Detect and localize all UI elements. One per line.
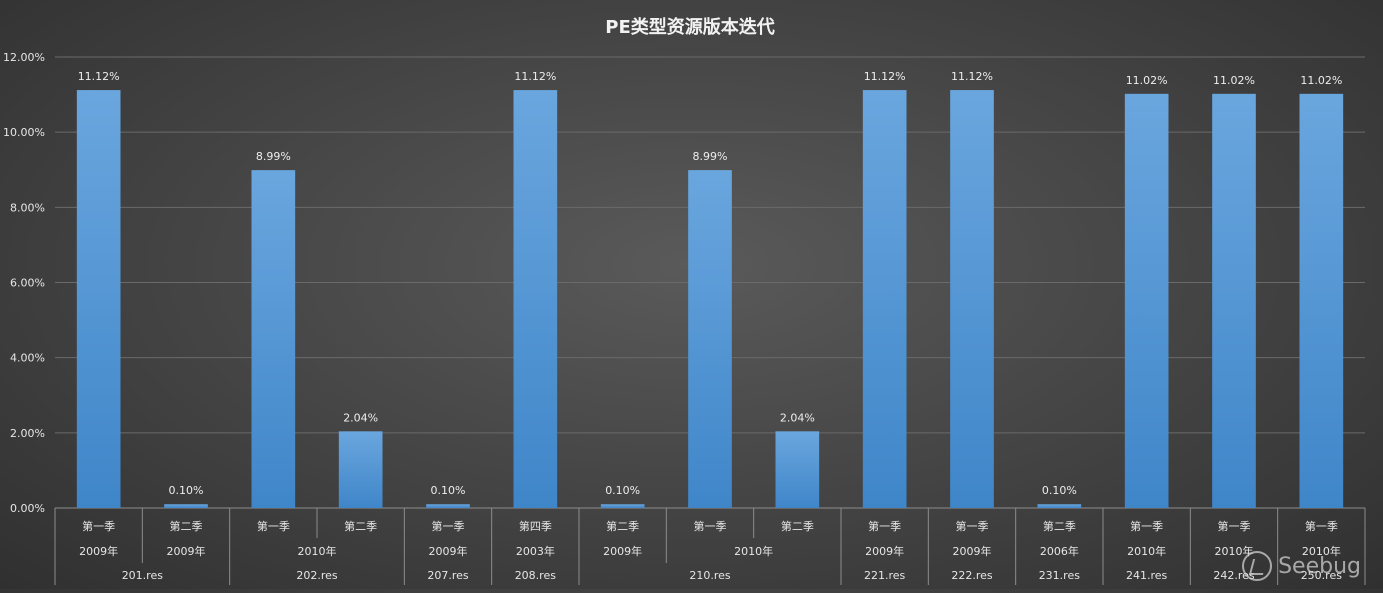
x-tick-label: 第二季 xyxy=(170,519,203,533)
data-label: 0.10% xyxy=(605,484,640,497)
x-group-label: 2006年 xyxy=(1040,544,1079,558)
y-tick-label: 4.00% xyxy=(10,352,45,365)
y-tick-label: 12.00% xyxy=(3,51,45,64)
bar xyxy=(426,504,470,508)
x-group-label: 2010年 xyxy=(1127,544,1166,558)
x-file-label: 202.res xyxy=(296,569,338,582)
x-group-label: 2010年 xyxy=(734,544,773,558)
bar xyxy=(863,90,907,508)
x-tick-label: 第二季 xyxy=(1043,519,1076,533)
bar xyxy=(688,170,732,508)
bar xyxy=(1300,94,1344,508)
data-label: 11.12% xyxy=(78,70,120,83)
x-group-label: 2009年 xyxy=(429,544,468,558)
x-file-label: 210.res xyxy=(689,569,731,582)
data-label: 0.10% xyxy=(169,484,204,497)
data-label: 11.02% xyxy=(1300,74,1342,87)
x-tick-label: 第一季 xyxy=(956,519,989,533)
x-tick-label: 第二季 xyxy=(606,519,639,533)
x-tick-label: 第一季 xyxy=(1218,519,1251,533)
bar xyxy=(776,431,820,508)
x-tick-label: 第一季 xyxy=(82,519,115,533)
y-tick-label: 6.00% xyxy=(10,277,45,290)
data-label: 0.10% xyxy=(431,484,466,497)
x-file-label: 208.res xyxy=(515,569,557,582)
bar xyxy=(339,431,383,508)
x-tick-label: 第一季 xyxy=(1130,519,1163,533)
data-label: 11.12% xyxy=(514,70,556,83)
data-label: 11.02% xyxy=(1213,74,1255,87)
seebug-logo-icon xyxy=(1242,551,1272,581)
x-group-label: 2009年 xyxy=(603,544,642,558)
watermark: Seebug xyxy=(1242,551,1361,581)
data-label: 11.02% xyxy=(1126,74,1168,87)
x-group-label: 2003年 xyxy=(516,544,555,558)
bar xyxy=(1212,94,1256,508)
x-tick-label: 第四季 xyxy=(519,519,552,533)
y-axis-ticks: 0.00% 2.00% 4.00% 6.00% 8.00% 10.00% 12.00% xyxy=(3,51,45,515)
x-file-label: 201.res xyxy=(122,569,164,582)
x-tick-label: 第二季 xyxy=(781,519,814,533)
x-group-label: 2009年 xyxy=(953,544,992,558)
x-file-label: 207.res xyxy=(427,569,469,582)
x-tick-label: 第一季 xyxy=(868,519,901,533)
bar xyxy=(77,90,121,508)
x-axis-categories: 第一季 第二季 第一季 第二季 第一季 第四季 第二季 第一季 第二季 第一季 第一季 第二季 第一季 第… xyxy=(55,508,1365,585)
x-tick-label: 第一季 xyxy=(1305,519,1338,533)
bar xyxy=(164,504,208,508)
data-label: 2.04% xyxy=(343,411,378,424)
bar xyxy=(252,170,296,508)
data-label: 0.10% xyxy=(1042,484,1077,497)
y-tick-label: 0.00% xyxy=(10,502,45,515)
bar xyxy=(601,504,645,508)
x-tick-label: 第一季 xyxy=(257,519,290,533)
y-tick-label: 2.00% xyxy=(10,427,45,440)
bar xyxy=(1125,94,1169,508)
y-tick-label: 10.00% xyxy=(3,126,45,139)
data-label: 2.04% xyxy=(780,411,815,424)
x-file-label: 231.res xyxy=(1039,569,1081,582)
x-file-label: 222.res xyxy=(951,569,993,582)
x-tick-label: 第一季 xyxy=(432,519,465,533)
bar xyxy=(514,90,558,508)
data-label: 8.99% xyxy=(693,150,728,163)
x-tick-label: 第二季 xyxy=(344,519,377,533)
x-group-label: 2010年 xyxy=(298,544,337,558)
x-group-label: 2009年 xyxy=(865,544,904,558)
x-group-label: 2009年 xyxy=(79,544,118,558)
x-tick-label: 第一季 xyxy=(694,519,727,533)
bar xyxy=(1038,504,1082,508)
chart-title: PE类型资源版本迭代 xyxy=(605,16,775,38)
data-label: 8.99% xyxy=(256,150,291,163)
x-file-label: 221.res xyxy=(864,569,906,582)
data-label: 11.12% xyxy=(864,70,906,83)
x-file-label: 241.res xyxy=(1126,569,1168,582)
x-group-label: 2009年 xyxy=(167,544,206,558)
y-tick-label: 8.00% xyxy=(10,201,45,214)
watermark-text: Seebug xyxy=(1278,554,1361,579)
bar xyxy=(950,90,994,508)
data-label: 11.12% xyxy=(951,70,993,83)
